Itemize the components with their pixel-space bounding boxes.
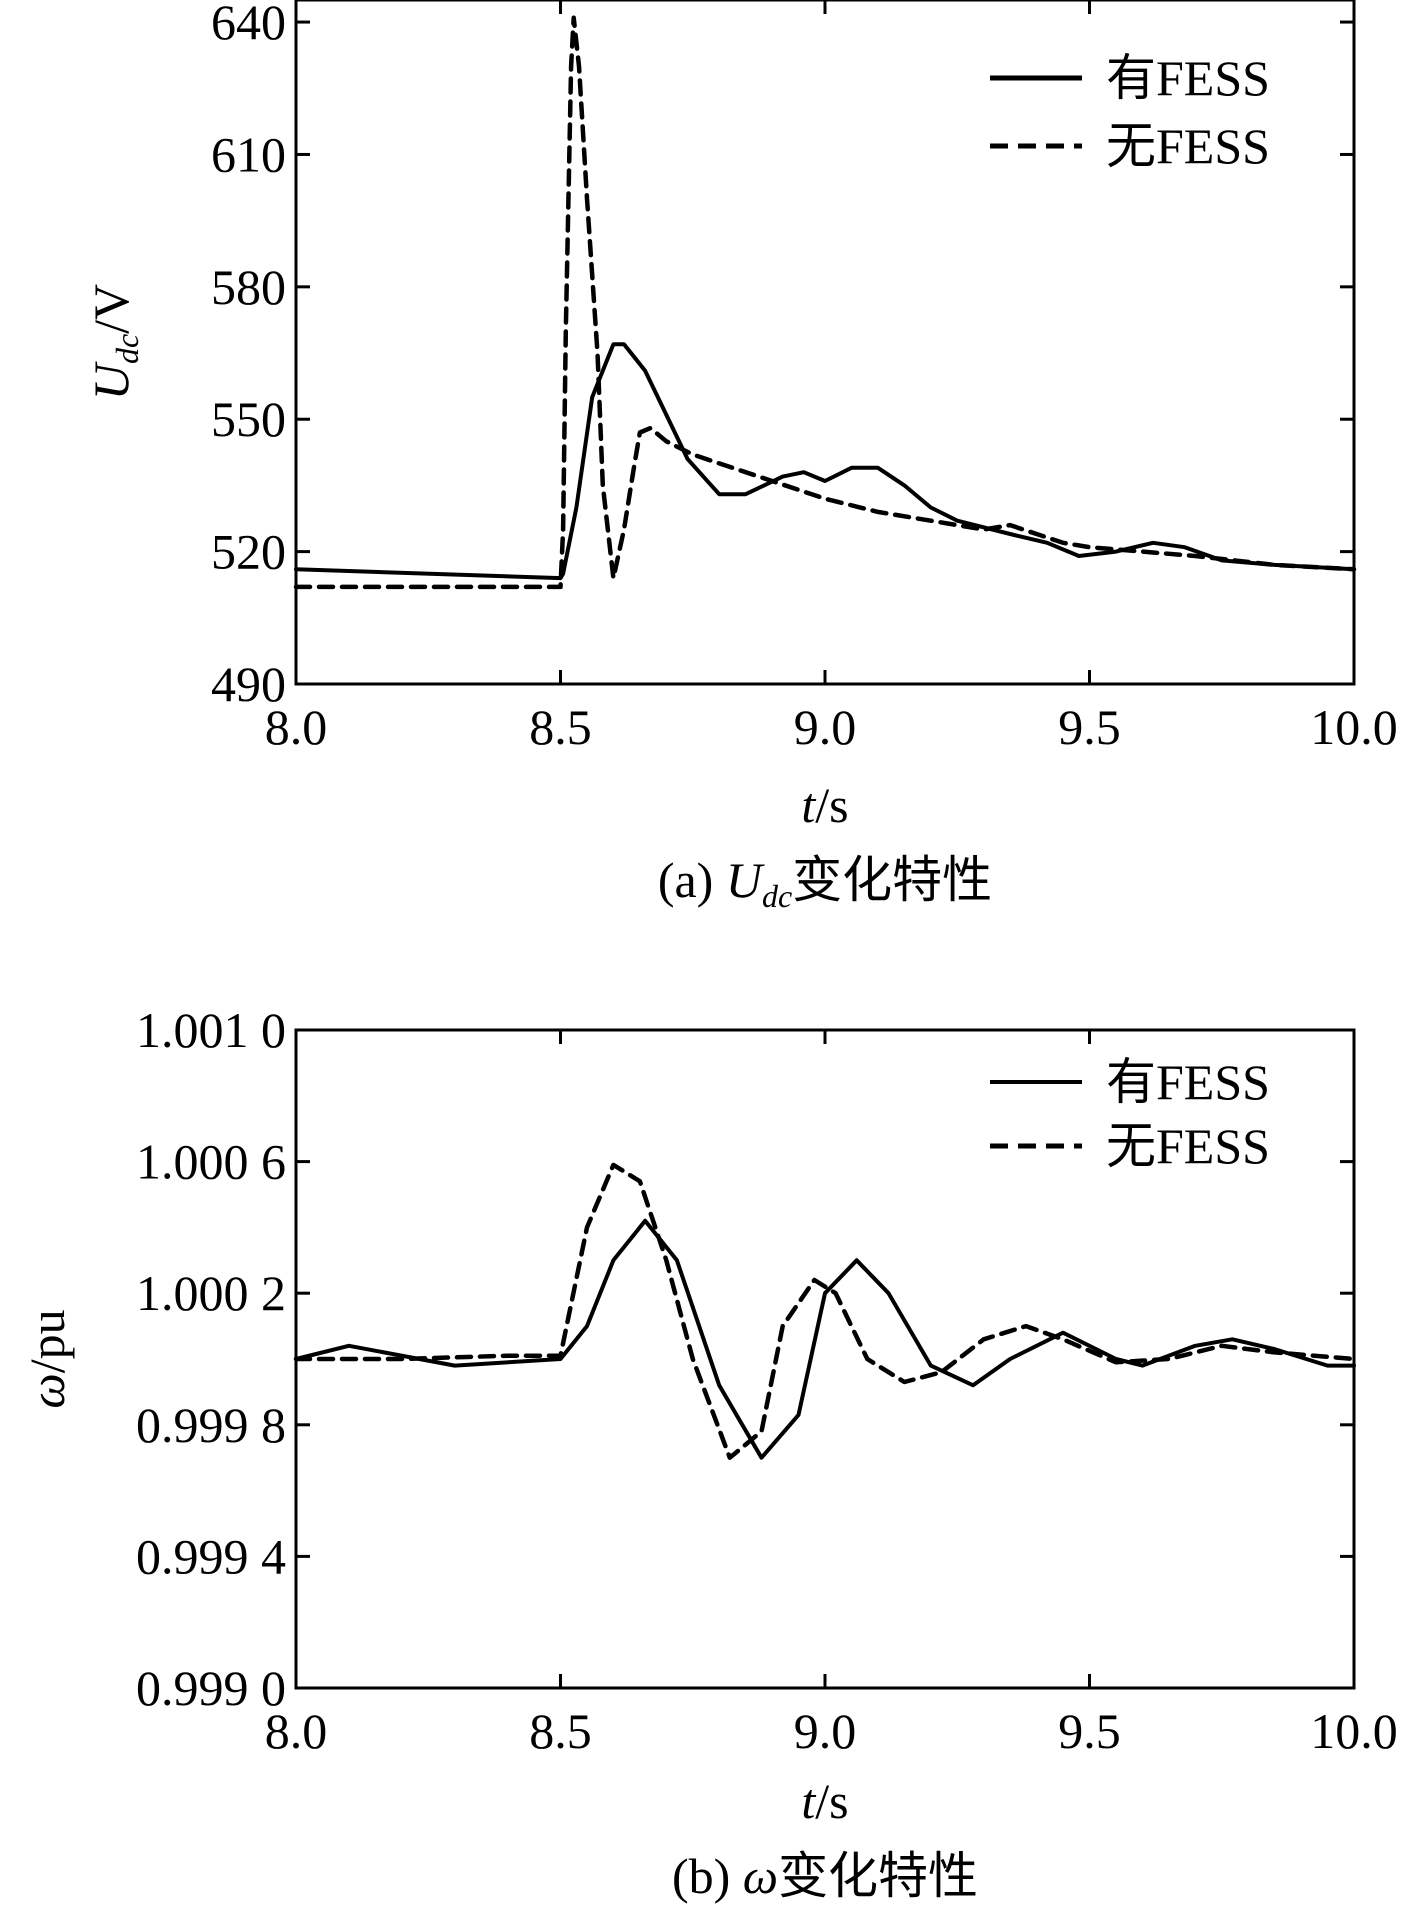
y-tick-label: 580	[211, 259, 286, 315]
axis-ticks: 490 520 550 580 610 640 8.0 8.5 9.0 9.5 10.0	[211, 0, 1398, 755]
y-tick-label: 1.000 6	[136, 1134, 286, 1190]
y-tick-label: 610	[211, 126, 286, 182]
legend-label-with-fess: 有FESS	[1106, 50, 1270, 106]
y-axis-label: Udc/V	[83, 284, 145, 400]
x-tick-label: 9.5	[1058, 699, 1121, 755]
x-tick-label: 10.0	[1310, 1703, 1398, 1759]
y-tick-label: 550	[211, 391, 286, 447]
legend-label-without-fess: 无FESS	[1106, 1118, 1270, 1174]
series-line-with-fess	[294, 1218, 1356, 1460]
legend: 有FESS 无FESS	[990, 1054, 1270, 1174]
series-line-without-fess	[293, 15, 1357, 590]
x-tick-label: 8.0	[265, 699, 328, 755]
caption: (a) Udc变化特性	[658, 852, 992, 914]
y-axis-label: ω/pu	[19, 1309, 75, 1408]
series-line-with-fess	[294, 342, 1356, 581]
y-tick-label: 0.999 0	[136, 1660, 286, 1716]
chart-udc-panel: 490 520 550 580 610 640 8.0 8.5 9.0 9.5 10.0 有FESS…	[83, 0, 1398, 914]
series-group	[293, 1162, 1357, 1460]
x-tick-label: 9.0	[794, 699, 857, 755]
series-group	[293, 15, 1357, 590]
x-tick-label: 9.0	[794, 1703, 857, 1759]
x-tick-label: 8.5	[529, 699, 592, 755]
legend: 有FESS 无FESS	[990, 50, 1270, 174]
y-tick-label: 1.000 2	[136, 1265, 286, 1321]
y-tick-label: 1.001 0	[136, 1002, 286, 1058]
series-line-without-fess	[293, 1162, 1357, 1460]
x-axis-label: t/s	[801, 777, 848, 833]
x-axis-label: t/s	[801, 1773, 848, 1829]
chart-omega-panel: 0.999 0 0.999 4 0.999 8 1.000 2 1.000 6 1.001…	[19, 1002, 1398, 1904]
y-tick-label: 0.999 4	[136, 1528, 286, 1584]
y-tick-label: 640	[211, 0, 286, 50]
x-tick-label: 8.0	[265, 1703, 328, 1759]
legend-label-without-fess: 无FESS	[1106, 118, 1270, 174]
legend-label-with-fess: 有FESS	[1106, 1054, 1270, 1110]
y-tick-label: 490	[211, 656, 286, 712]
x-tick-label: 9.5	[1058, 1703, 1121, 1759]
axis-ticks: 0.999 0 0.999 4 0.999 8 1.000 2 1.000 6 1.001…	[136, 1002, 1398, 1759]
x-tick-label: 8.5	[529, 1703, 592, 1759]
y-tick-label: 0.999 8	[136, 1397, 286, 1453]
x-tick-label: 10.0	[1310, 699, 1398, 755]
caption: (b) ω变化特性	[672, 1848, 978, 1904]
y-tick-label: 520	[211, 524, 286, 580]
